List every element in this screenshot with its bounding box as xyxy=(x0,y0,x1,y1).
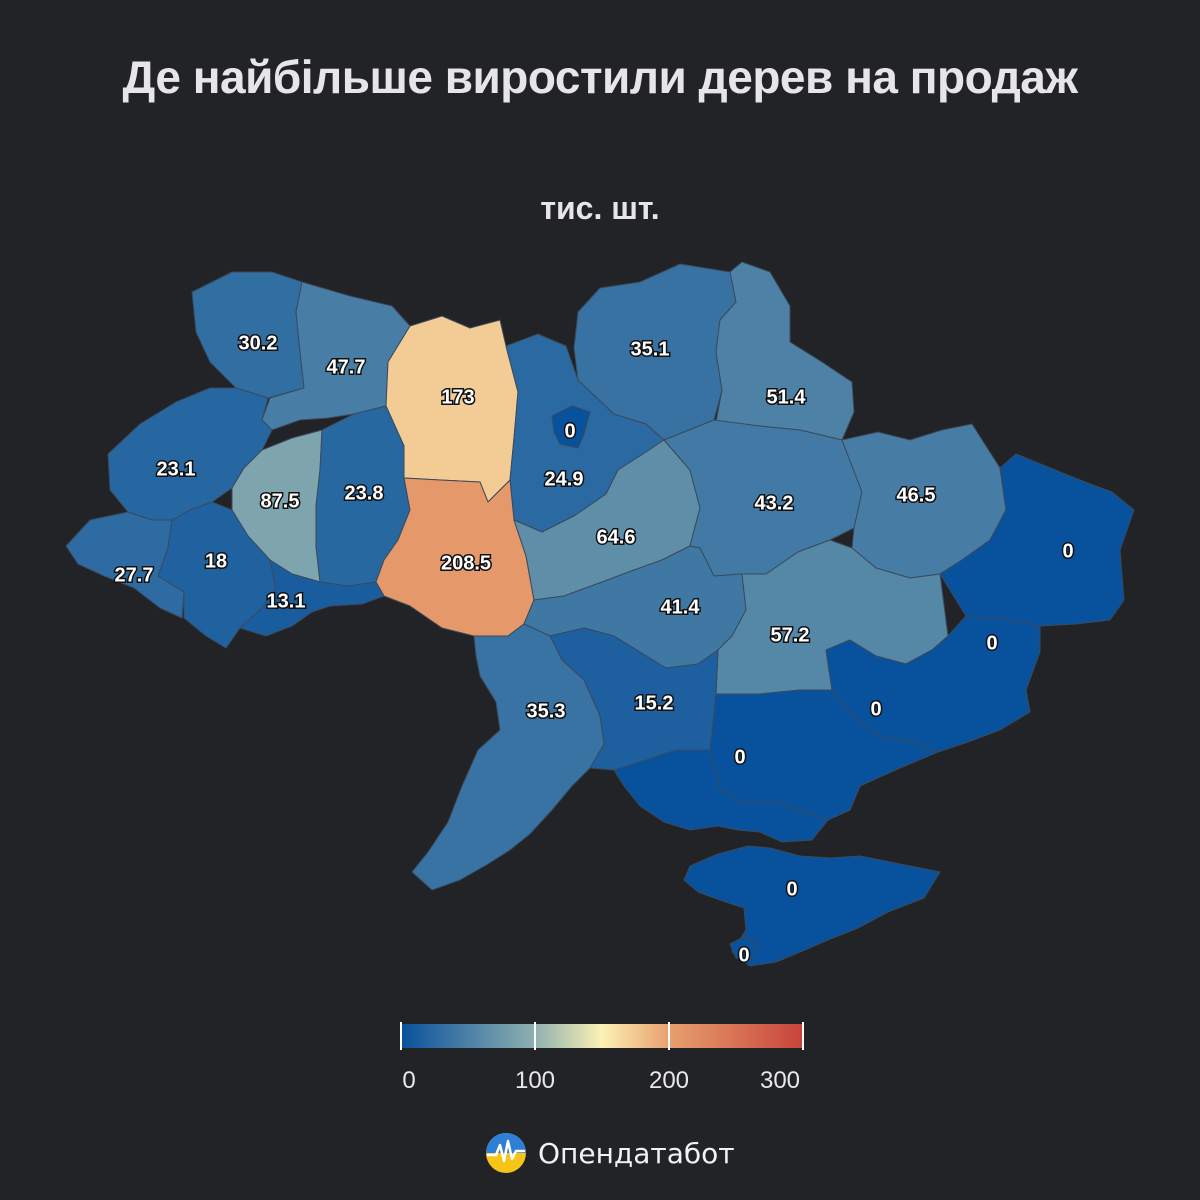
value-label-sevastopol: 0 xyxy=(738,944,749,966)
value-label-zaporizhzhia: 0 xyxy=(870,698,881,720)
brand: Опендатабот xyxy=(484,1128,735,1178)
value-label-mykolaiv: 15.2 xyxy=(635,692,674,714)
value-label-kherson: 0 xyxy=(734,746,745,768)
value-label-sumy: 51.4 xyxy=(767,386,807,408)
value-label-poltava: 43.2 xyxy=(755,492,794,514)
color-legend: 0 100 200 300 xyxy=(400,1022,804,1094)
value-label-vinnytsia: 208.5 xyxy=(441,552,491,574)
brand-name: Опендатабот xyxy=(538,1136,735,1170)
value-label-kyiv-city: 0 xyxy=(564,420,575,442)
legend-color-bar xyxy=(401,1024,803,1048)
value-label-dnipropetrovsk: 57.2 xyxy=(771,624,810,646)
region-sevastopol[interactable] xyxy=(729,935,759,961)
region-luhansk[interactable] xyxy=(939,453,1135,627)
page-subtitle: тис. шт. xyxy=(540,190,660,226)
value-label-luhansk: 0 xyxy=(1062,540,1073,562)
opendatabot-logo-icon xyxy=(486,1133,526,1173)
value-label-rivne: 47.7 xyxy=(327,356,366,378)
value-label-zakarpattia: 27.7 xyxy=(115,564,154,586)
page-title: Де найбільше виростили дерев на продаж xyxy=(122,51,1079,103)
region-odesa[interactable] xyxy=(411,623,605,891)
legend-tick-label-300: 300 xyxy=(760,1067,800,1094)
value-label-chernihiv: 35.1 xyxy=(631,338,670,360)
region-zhytomyr[interactable] xyxy=(385,315,519,503)
region-rivne[interactable] xyxy=(261,281,411,431)
value-label-khmelnytskyi: 23.8 xyxy=(345,482,384,504)
region-kherson[interactable] xyxy=(613,749,829,843)
region-sumy[interactable] xyxy=(715,261,855,441)
region-donetsk[interactable] xyxy=(825,615,1041,753)
value-label-volyn: 30.2 xyxy=(239,332,278,354)
value-label-zhytomyr: 173 xyxy=(441,386,474,408)
region-crimea[interactable] xyxy=(683,845,941,967)
legend-tick-label-0: 0 xyxy=(402,1067,415,1094)
value-label-kharkiv: 46.5 xyxy=(897,484,936,506)
value-label-layer: 30.2 47.7 173 0 24.9 35.1 51.4 23.1 87.5 23.8 208.… xyxy=(113,331,1075,968)
value-label-donetsk: 0 xyxy=(986,632,997,654)
value-label-lviv: 23.1 xyxy=(157,458,196,480)
value-label-odesa: 35.3 xyxy=(527,700,566,722)
legend-tick-label-200: 200 xyxy=(649,1067,689,1094)
region-kyiv-city[interactable] xyxy=(551,405,591,449)
value-label-kyiv-oblast: 24.9 xyxy=(545,468,584,490)
value-label-ternopil: 87.5 xyxy=(261,490,300,512)
region-layer xyxy=(65,261,1135,967)
value-label-crimea: 0 xyxy=(786,878,797,900)
legend-tick-label-100: 100 xyxy=(515,1067,555,1094)
value-label-chernivtsi: 13.1 xyxy=(267,590,306,612)
value-label-cherkasy: 64.6 xyxy=(597,526,636,548)
value-label-ivano-frankivsk: 18 xyxy=(205,550,227,572)
value-label-kirovohrad: 41.4 xyxy=(661,596,701,618)
region-chernivtsi[interactable] xyxy=(239,559,385,637)
